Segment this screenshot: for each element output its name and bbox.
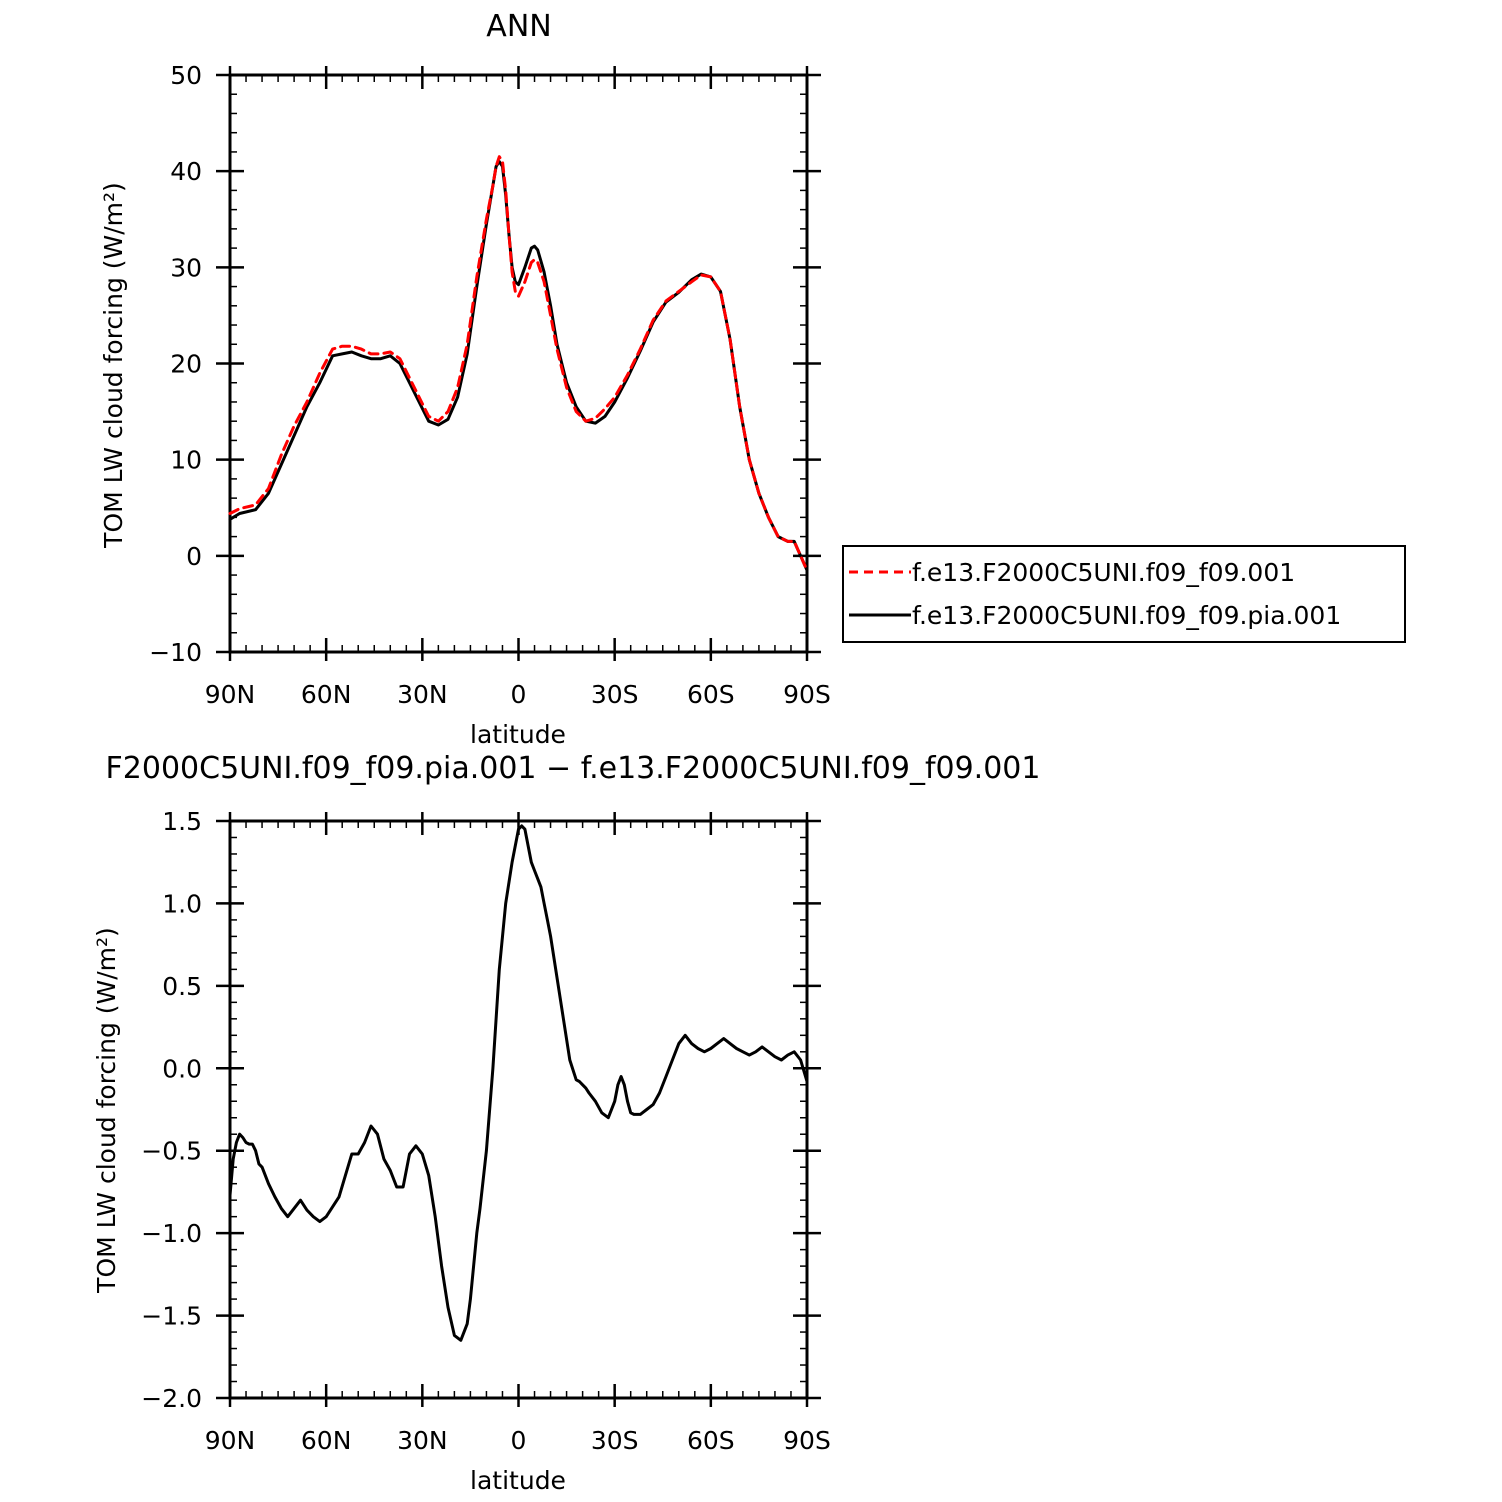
bottom-x-tick-label: 30S [591, 1426, 639, 1455]
bottom-y-tick-label: −1.5 [141, 1302, 202, 1331]
legend: f.e13.F2000C5UNI.f09_f09.001 f.e13.F2000… [842, 545, 1406, 643]
bottom-y-tick-label: 1.5 [162, 807, 202, 836]
top-x-tick-label: 90S [783, 680, 831, 709]
bottom-x-tick-label: 30N [397, 1426, 448, 1455]
top-y-tick-label: 30 [170, 253, 202, 282]
top-x-tick-label: 0 [511, 680, 527, 709]
top-x-tick-label: 90N [205, 680, 256, 709]
top-plot-frame [228, 73, 809, 654]
top-x-tick-label: 60N [301, 680, 352, 709]
bottom-y-tick-label: −1.0 [141, 1219, 202, 1248]
legend-label-test: f.e13.F2000C5UNI.f09_f09.pia.001 [912, 601, 1341, 630]
bottom-x-tick-label: 90S [783, 1426, 831, 1455]
bottom-x-tick-label: 90N [205, 1426, 256, 1455]
top-y-tick-label: 40 [170, 157, 202, 186]
bottom-plot-frame [228, 819, 809, 1400]
bottom-axis-ticks: 90N 60N 30N 0 30S 60S 90S −2.0 −1.5 −1.0 −0.5 0.0 0.… [141, 807, 831, 1455]
bottom-panel: F2000C5UNI.f09_f09.pia.001 − f.e13.F2000… [92, 751, 1040, 1495]
top-series-line-0 [228, 155, 809, 572]
bottom-series-line-0 [228, 824, 809, 1342]
top-series-group [228, 155, 809, 572]
bottom-chart-title: F2000C5UNI.f09_f09.pia.001 − f.e13.F2000… [106, 751, 1041, 786]
top-x-axis-label: latitude [470, 720, 566, 749]
top-y-tick-label: 0 [186, 542, 202, 571]
bottom-y-tick-label: 1.0 [162, 889, 202, 918]
bottom-x-tick-label: 60N [301, 1426, 352, 1455]
top-x-tick-label: 60S [687, 680, 735, 709]
top-y-tick-label: 50 [170, 61, 202, 90]
bottom-y-tick-label: −2.0 [141, 1384, 202, 1413]
bottom-y-tick-label: −0.5 [141, 1137, 202, 1166]
top-axis-ticks: 90N 60N 30N 0 30S 60S 90S −10 0 10 20 30 40 50 [149, 61, 831, 709]
top-y-axis-label: TOM LW cloud forcing (W/m²) [99, 182, 128, 549]
top-y-tick-label: −10 [149, 638, 202, 667]
top-y-tick-label: 10 [170, 446, 202, 475]
top-panel: ANN 90N 60N 30N 0 30S 60S 90S −10 0 10 20 30 40 50 la… [99, 9, 1406, 749]
legend-box [842, 545, 1406, 643]
bottom-y-tick-label: 0.0 [162, 1054, 202, 1083]
top-chart-title: ANN [486, 9, 551, 44]
top-x-tick-label: 30S [591, 680, 639, 709]
bottom-y-tick-label: 0.5 [162, 972, 202, 1001]
bottom-x-axis-label: latitude [470, 1466, 566, 1495]
top-y-tick-label: 20 [170, 350, 202, 379]
top-series-line-1 [228, 160, 809, 572]
top-x-tick-label: 30N [397, 680, 448, 709]
bottom-y-axis-label: TOM LW cloud forcing (W/m²) [92, 927, 121, 1294]
bottom-series-group [228, 824, 809, 1342]
bottom-x-tick-label: 60S [687, 1426, 735, 1455]
bottom-x-tick-label: 0 [511, 1426, 527, 1455]
legend-label-control: f.e13.F2000C5UNI.f09_f09.001 [912, 558, 1295, 587]
